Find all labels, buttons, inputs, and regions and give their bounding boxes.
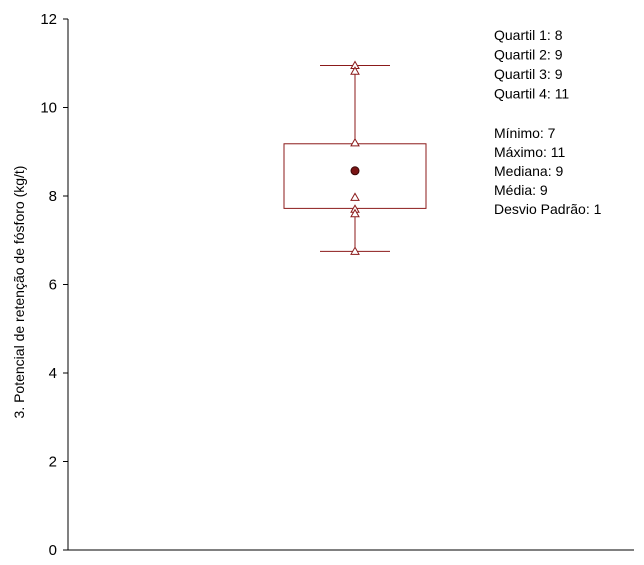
data-point (350, 208, 360, 218)
stats-panel: Quartil 1: 8 Quartil 2: 9 Quartil 3: 9 Quar… (494, 27, 602, 217)
data-points (350, 60, 360, 255)
stats-line: Desvio Padrão: 1 (494, 201, 602, 217)
stats-line: Quartil 4: 11 (494, 86, 569, 102)
y-tick-label: 10 (40, 100, 57, 117)
y-tick-label: 2 (49, 454, 57, 471)
data-point (350, 137, 360, 147)
data-point (350, 246, 360, 255)
stats-line: Mediana: 9 (494, 163, 563, 179)
y-tick-label: 4 (49, 365, 57, 382)
y-tick-label: 12 (40, 11, 57, 28)
y-tick-label: 8 (49, 188, 57, 205)
mean-marker (350, 166, 360, 176)
data-point (350, 66, 360, 75)
stats-line: Mínimo: 7 (494, 125, 556, 141)
stats-line: Média: 9 (494, 182, 548, 198)
y-tick-label: 6 (49, 277, 57, 294)
stats-line: Quartil 3: 9 (494, 66, 563, 82)
box-plot (283, 64, 427, 252)
stats-line: Quartil 1: 8 (494, 27, 563, 43)
y-axis-ticks: 0 2 4 6 8 10 12 (40, 11, 68, 559)
y-tick-label: 0 (49, 542, 57, 559)
stats-line: Quartil 2: 9 (494, 47, 563, 63)
y-axis-title: 3. Potencial de retenção de fósforo (kg/… (11, 166, 27, 419)
data-point (350, 192, 360, 201)
stats-line: Máximo: 11 (494, 144, 566, 160)
